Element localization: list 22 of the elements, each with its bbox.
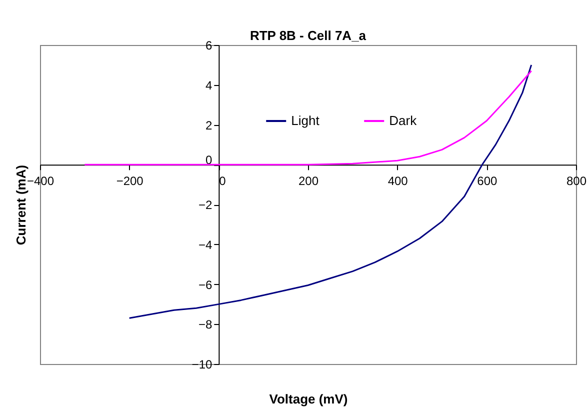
y-tick-label: 6 bbox=[205, 38, 212, 52]
y-tick-label: 4 bbox=[205, 78, 212, 92]
x-tick-label: 400 bbox=[388, 174, 408, 188]
chart-title: RTP 8B - Cell 7A_a bbox=[250, 28, 367, 43]
y-tick-label: 0 bbox=[205, 153, 212, 168]
x-tick-label: 0 bbox=[219, 174, 226, 188]
y-tick-label: −6 bbox=[198, 278, 212, 292]
y-tick-label: −2 bbox=[198, 198, 212, 212]
y-tick-label: −4 bbox=[198, 238, 212, 252]
x-tick-label: −400 bbox=[26, 174, 54, 188]
x-tick-label: −200 bbox=[116, 174, 144, 188]
y-tick-label: 2 bbox=[205, 118, 212, 132]
legend-label: Light bbox=[291, 113, 320, 128]
y-axis-title: Current (mA) bbox=[14, 164, 28, 246]
x-tick-label: 600 bbox=[477, 174, 498, 188]
x-tick-label: 200 bbox=[298, 174, 319, 188]
x-tick-label: 800 bbox=[566, 174, 587, 188]
line-series bbox=[84, 70, 532, 166]
y-tick-label: −10 bbox=[192, 358, 212, 372]
y-tick-label: −8 bbox=[198, 318, 212, 332]
x-axis-title: Voltage (mV) bbox=[269, 392, 348, 406]
legend-label: Dark bbox=[389, 113, 418, 128]
